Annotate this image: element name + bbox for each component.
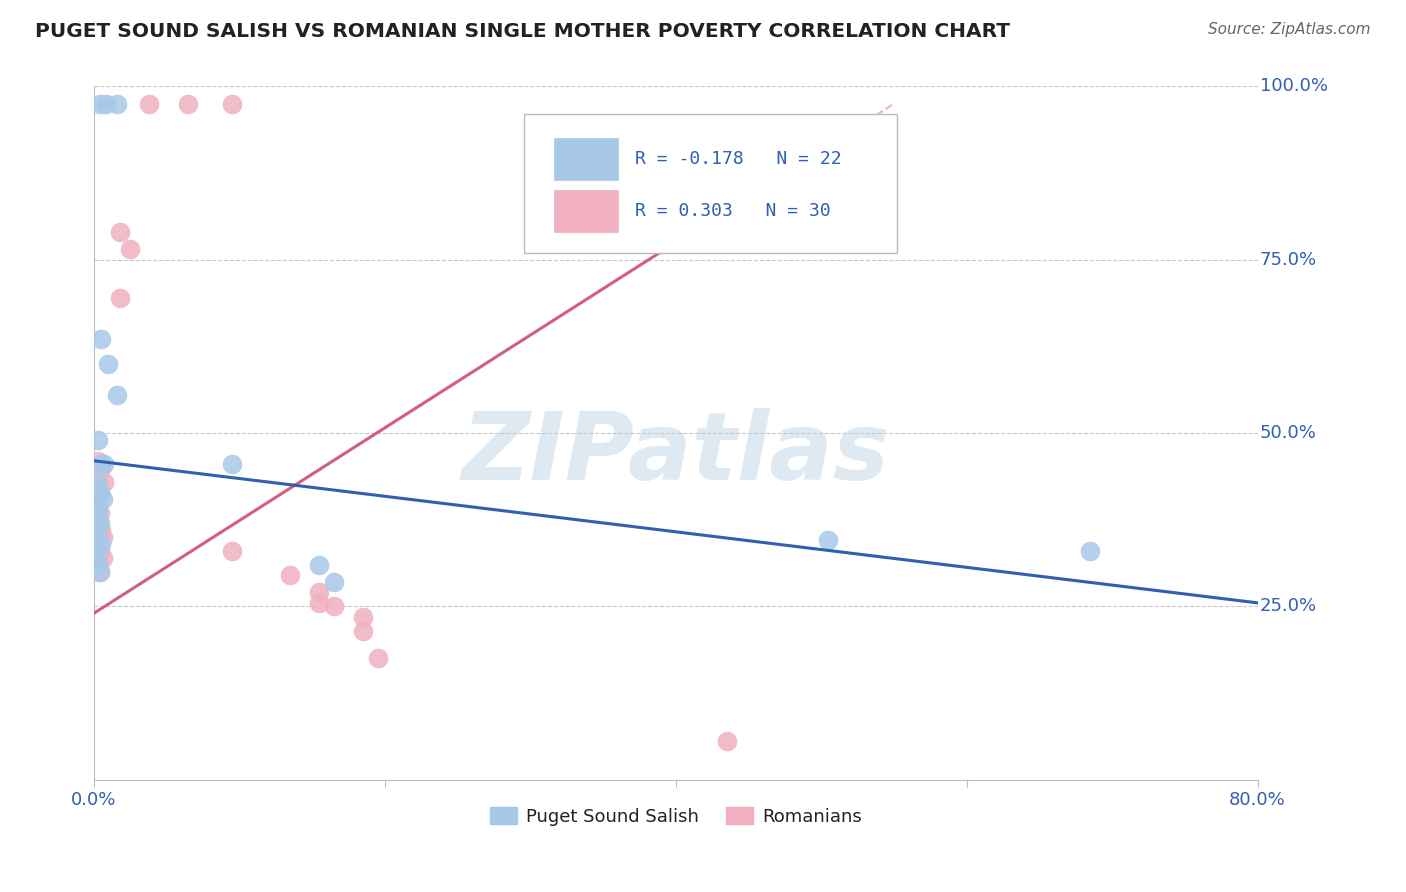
Point — [90, 457, 112, 471]
Text: R = -0.178   N = 22: R = -0.178 N = 22 — [636, 150, 842, 169]
Point — [322, 575, 344, 590]
Point — [89, 488, 111, 502]
Point — [86, 558, 108, 572]
Point — [90, 460, 112, 475]
Point — [87, 558, 110, 572]
Point — [89, 565, 111, 579]
Point — [87, 433, 110, 447]
Text: PUGET SOUND SALISH VS ROMANIAN SINGLE MOTHER POVERTY CORRELATION CHART: PUGET SOUND SALISH VS ROMANIAN SINGLE MO… — [35, 22, 1010, 41]
Text: 50.0%: 50.0% — [1260, 424, 1317, 442]
Point — [352, 624, 374, 638]
Point — [87, 499, 110, 513]
Point — [89, 485, 111, 500]
Point — [221, 544, 243, 558]
Point — [105, 96, 128, 111]
Point — [89, 516, 111, 530]
Point — [94, 96, 117, 111]
Point — [93, 475, 115, 489]
Point — [86, 550, 108, 565]
Point — [322, 599, 344, 614]
Point — [86, 499, 108, 513]
Point — [86, 537, 108, 551]
Point — [138, 96, 160, 111]
FancyBboxPatch shape — [554, 190, 617, 232]
Point — [91, 491, 114, 506]
Point — [87, 454, 110, 468]
Point — [90, 333, 112, 347]
Point — [86, 482, 108, 496]
Point — [86, 523, 108, 537]
Point — [177, 96, 200, 111]
Point — [108, 291, 131, 305]
Point — [91, 550, 114, 565]
Point — [105, 388, 128, 402]
Point — [89, 96, 111, 111]
Point — [278, 568, 301, 582]
Point — [308, 585, 330, 599]
Point — [120, 243, 142, 257]
Point — [86, 475, 108, 489]
Point — [352, 609, 374, 624]
Point — [90, 523, 112, 537]
Legend: Puget Sound Salish, Romanians: Puget Sound Salish, Romanians — [482, 800, 869, 833]
Point — [308, 558, 330, 572]
Point — [93, 457, 115, 471]
Point — [716, 734, 738, 748]
Point — [89, 506, 111, 520]
FancyBboxPatch shape — [554, 138, 617, 180]
Point — [97, 357, 120, 371]
Text: ZIPatlas: ZIPatlas — [461, 408, 890, 500]
Point — [367, 651, 389, 665]
Point — [90, 537, 112, 551]
Point — [108, 225, 131, 239]
Text: Source: ZipAtlas.com: Source: ZipAtlas.com — [1208, 22, 1371, 37]
Point — [308, 596, 330, 610]
Text: 25.0%: 25.0% — [1260, 598, 1317, 615]
Point — [89, 565, 111, 579]
Text: 100.0%: 100.0% — [1260, 78, 1327, 95]
Point — [91, 530, 114, 544]
Point — [221, 457, 243, 471]
Point — [221, 96, 243, 111]
Point — [87, 530, 110, 544]
Point — [817, 533, 839, 548]
Point — [87, 516, 110, 530]
Text: R = 0.303   N = 30: R = 0.303 N = 30 — [636, 202, 831, 220]
FancyBboxPatch shape — [524, 114, 897, 252]
Point — [1078, 544, 1101, 558]
Point — [87, 506, 110, 520]
Point — [89, 544, 111, 558]
Text: 75.0%: 75.0% — [1260, 251, 1317, 268]
